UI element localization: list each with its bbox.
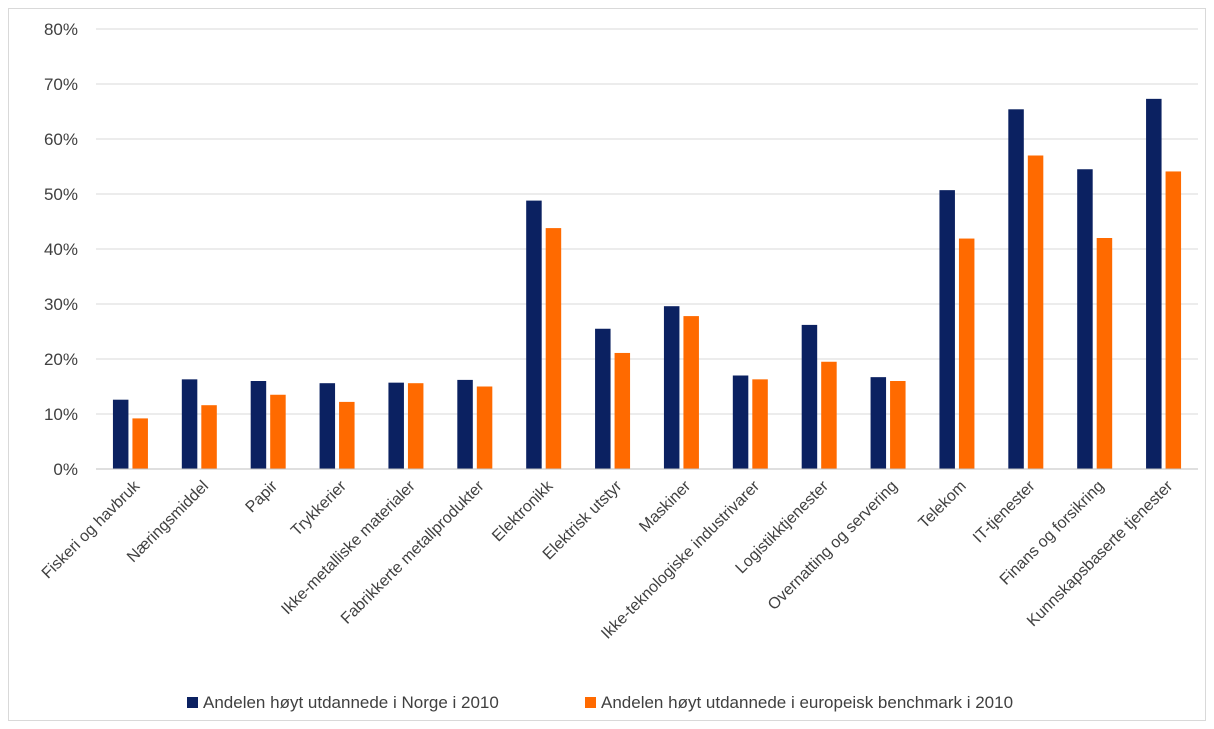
- x-tick-label: Fabrikkerte metallprodukter: [338, 477, 488, 627]
- bar-europe: [821, 361, 837, 469]
- bar-europe: [339, 401, 355, 469]
- bar-europe: [1165, 171, 1182, 469]
- y-tick-label: 80%: [44, 20, 78, 39]
- bar-europe: [1027, 155, 1044, 469]
- x-tick-label: Elektronikk: [489, 477, 557, 545]
- legend-swatch-europe: [585, 697, 596, 708]
- y-tick-label: 20%: [44, 350, 78, 369]
- legend-swatch-norway: [187, 697, 198, 708]
- bar-norway: [939, 190, 955, 469]
- x-tick-label: IT-tjenester: [970, 477, 1039, 546]
- x-tick-label: Maskiner: [636, 477, 694, 535]
- y-tick-label: 40%: [44, 240, 78, 259]
- bar-europe: [1096, 238, 1113, 469]
- bar-norway: [1077, 169, 1093, 469]
- x-tick-label: Overnatting og servering: [765, 478, 901, 614]
- bar-norway: [319, 383, 336, 469]
- bar-norway: [1008, 109, 1024, 470]
- x-tick-label: Trykkerier: [288, 477, 350, 539]
- bar-norway: [181, 379, 198, 469]
- bar-europe: [201, 405, 217, 469]
- bar-europe: [614, 352, 631, 469]
- bar-europe: [890, 381, 906, 469]
- y-tick-label: 30%: [44, 295, 78, 314]
- bar-europe: [270, 394, 286, 469]
- bar-norway: [663, 306, 680, 469]
- bar-norway: [595, 328, 611, 469]
- y-tick-label: 60%: [44, 130, 78, 149]
- x-tick-label: Fiskeri og havbruk: [39, 477, 144, 582]
- bars: [112, 98, 1182, 470]
- bar-europe: [545, 228, 562, 469]
- y-axis-ticks: 0% 10% 20% 30% 40% 50% 60% 70% 80%: [44, 20, 78, 479]
- bar-europe: [752, 379, 768, 469]
- x-tick-label: Ikke-metalliske materialer: [278, 477, 419, 618]
- bar-norway: [457, 379, 473, 469]
- bar-norway: [870, 377, 887, 469]
- bar-europe: [683, 316, 699, 469]
- legend: Andelen høyt utdannede i Norge i 2010 And…: [187, 693, 1013, 712]
- legend-label-norway: Andelen høyt utdannede i Norge i 2010: [203, 693, 499, 712]
- x-tick-label: Kunnskapsbaserte tjenester: [1024, 477, 1177, 630]
- y-tick-label: 0%: [53, 460, 78, 479]
- y-tick-label: 70%: [44, 75, 78, 94]
- y-tick-label: 10%: [44, 405, 78, 424]
- bar-norway: [112, 399, 129, 469]
- bar-norway: [250, 381, 267, 469]
- x-tick-label: Papir: [243, 477, 282, 516]
- bar-norway: [801, 324, 818, 469]
- bar-europe: [476, 386, 493, 469]
- y-tick-label: 50%: [44, 185, 78, 204]
- bar-norway: [1146, 98, 1162, 469]
- bar-norway: [388, 382, 404, 469]
- bar-europe: [958, 238, 975, 469]
- bar-europe: [132, 418, 148, 469]
- x-tick-label: Telekom: [916, 478, 970, 532]
- bar-europe: [407, 383, 424, 469]
- bar-norway: [526, 200, 542, 469]
- bar-norway: [732, 375, 749, 469]
- legend-label-europe: Andelen høyt utdannede i europeisk bench…: [601, 693, 1013, 712]
